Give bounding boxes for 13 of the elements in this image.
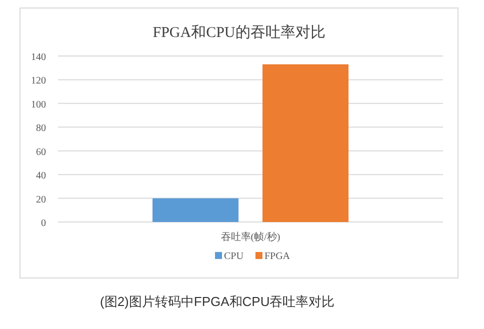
legend-label: CPU — [224, 251, 244, 262]
x-tick-label: 吞吐率(帧/秒) — [220, 231, 280, 243]
y-tick-label: 20 — [36, 194, 46, 206]
y-tick-label: 0 — [41, 218, 46, 229]
y-tick-label: 140 — [31, 52, 46, 63]
y-tick-label: 120 — [31, 76, 46, 87]
legend-label: FPGA — [264, 251, 291, 262]
y-tick-label: 80 — [36, 123, 46, 134]
y-tick-label: 40 — [36, 170, 46, 182]
y-tick-label: 100 — [31, 99, 46, 110]
y-tick-label: 60 — [36, 146, 46, 158]
chart-title: FPGA和CPU的吞吐率对比 — [152, 24, 326, 41]
text: (图2)图片转码中FPGA和CPU吞吐率对比 — [100, 294, 335, 309]
